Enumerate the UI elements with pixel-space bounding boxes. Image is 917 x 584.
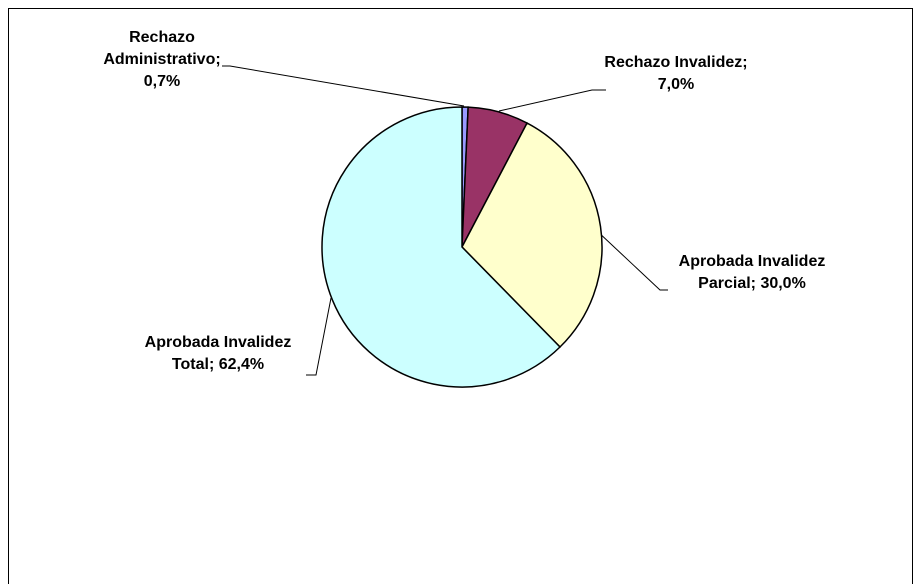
leader-line <box>595 229 668 291</box>
slice-value: 7,0% <box>657 76 695 93</box>
slice-category: Rechazo Invalidez; <box>604 54 748 71</box>
slice-label: Rechazo Invalidez; 7,0% <box>604 52 749 96</box>
leader-line <box>306 297 332 376</box>
slice-value: 0,7% <box>143 73 181 90</box>
slice-category: Rechazo Administrativo; <box>103 29 221 68</box>
leader-line <box>498 89 606 112</box>
slice-label: Aprobada Invalidez Parcial; 30,0% <box>670 251 834 295</box>
slice-value: 30,0% <box>760 275 806 292</box>
slice-value: 62,4% <box>218 356 265 373</box>
pie-slice <box>321 106 562 388</box>
leader-line <box>222 65 465 107</box>
slice-category: Aprobada Invalidez Parcial; <box>678 253 826 292</box>
slice-label: Rechazo Administrativo; 0,7% <box>100 27 225 93</box>
slice-category: Aprobada Invalidez Total; <box>144 334 292 373</box>
slice-label: Aprobada Invalidez Total; 62,4% <box>143 332 293 376</box>
pie-slice <box>461 122 603 349</box>
